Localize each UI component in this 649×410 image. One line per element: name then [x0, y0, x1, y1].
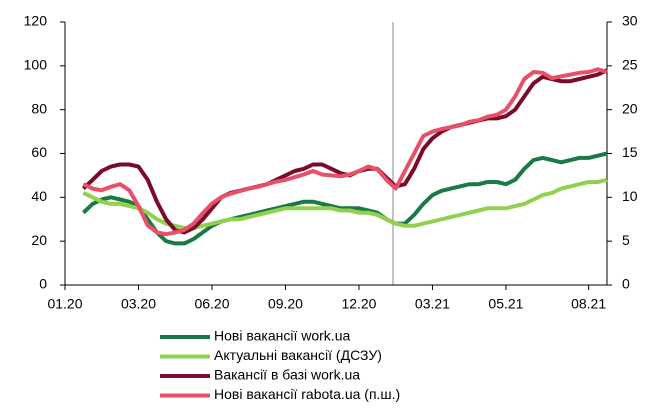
y2-tick-label: 25 — [622, 57, 638, 73]
x-tick-label: 06.20 — [194, 296, 229, 312]
y2-tick-label: 5 — [622, 232, 630, 248]
x-tick-label: 05.21 — [488, 296, 523, 312]
x-tick-label: 03.20 — [121, 296, 156, 312]
y-tick-label: 120 — [24, 13, 48, 29]
y2-tick-label: 20 — [622, 100, 638, 116]
y-tick-label: 100 — [24, 57, 48, 73]
legend-label: Актуальні вакансії (ДСЗУ) — [214, 347, 382, 363]
y-tick-label: 0 — [39, 276, 47, 292]
series-line — [82, 67, 608, 237]
y-tick-label: 60 — [31, 144, 47, 160]
x-tick-label: 01.20 — [47, 296, 82, 312]
y2-tick-label: 15 — [622, 144, 638, 160]
x-tick-label: 09.20 — [268, 296, 303, 312]
y-tick-label: 80 — [31, 100, 47, 116]
legend-label: Вакансії в базі work.ua — [214, 367, 360, 383]
y2-tick-label: 10 — [622, 188, 638, 204]
y-tick-label: 20 — [31, 232, 47, 248]
x-tick-label: 12.20 — [341, 296, 376, 312]
x-tick-label: 08.21 — [571, 296, 606, 312]
legend-label: Нові вакансії work.ua — [214, 328, 350, 344]
series-line — [82, 151, 608, 246]
x-tick-label: 03.21 — [415, 296, 450, 312]
y-tick-label: 40 — [31, 188, 47, 204]
legend-label: Нові вакансії rabota.ua (п.ш.) — [214, 386, 400, 402]
series-line — [82, 177, 608, 230]
y2-tick-label: 30 — [622, 13, 638, 29]
y2-tick-label: 0 — [622, 276, 630, 292]
